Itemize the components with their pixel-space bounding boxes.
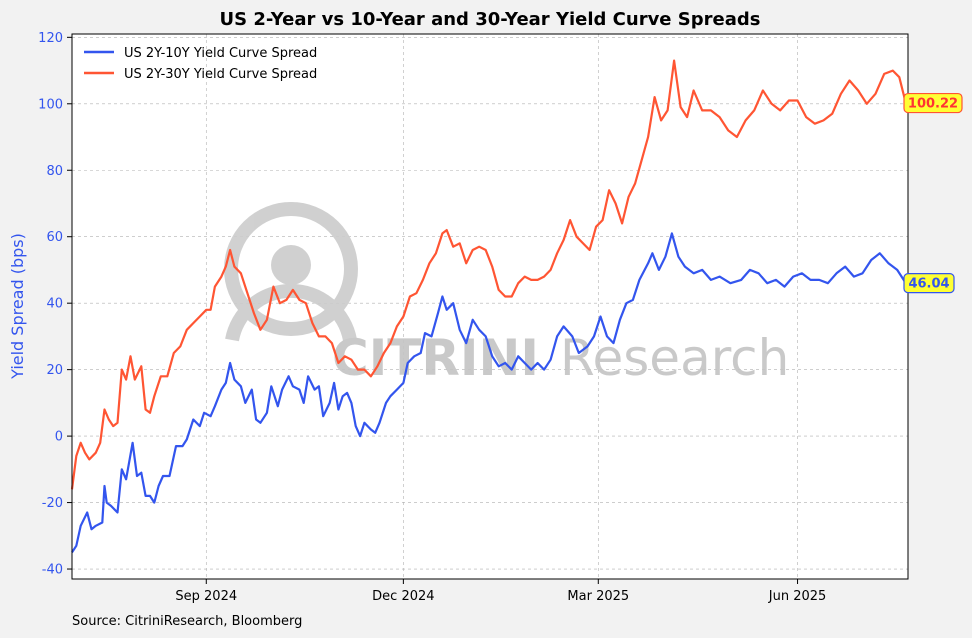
y-tick-label: 100: [38, 97, 63, 112]
grid: [72, 34, 908, 579]
legend: US 2Y-10Y Yield Curve Spread US 2Y-30Y Y…: [84, 46, 317, 82]
y-axis: -40 -20 0 20 40 60 80 100 120: [38, 31, 72, 578]
series-line-2y10y: [71, 232, 907, 554]
y-tick-label: 80: [46, 164, 63, 179]
watermark-brand-suffix: Research: [560, 329, 789, 387]
x-tick-label: Dec 2024: [372, 589, 434, 604]
plot-area: [72, 34, 908, 579]
watermark-brand: CITRINI: [332, 329, 539, 387]
x-tick-label: Sep 2024: [175, 589, 237, 604]
y-tick-label: -20: [42, 496, 63, 511]
y-tick-label: 120: [38, 31, 63, 46]
legend-label-2y10y: US 2Y-10Y Yield Curve Spread: [124, 46, 317, 61]
series-layer: [70, 59, 907, 554]
y-tick-label: 60: [46, 230, 63, 245]
series-line-2y30y: [70, 59, 907, 490]
y-tick-label: 0: [55, 430, 63, 445]
source-note: Source: CitriniResearch, Bloomberg: [72, 614, 302, 629]
y-tick-label: 40: [46, 297, 63, 312]
end-label-box-2y30y: [903, 92, 963, 114]
watermark-dot: [271, 245, 311, 285]
x-tick-label: Mar 2025: [567, 589, 629, 604]
watermark-ring-top: [224, 202, 358, 336]
y-tick-label: 20: [46, 363, 63, 378]
watermark: CITRINI Research: [224, 202, 789, 387]
y-axis-label: Yield Spread (bps): [8, 233, 27, 380]
end-label-2y10y: 46.04: [908, 277, 949, 292]
end-label-box-2y10y: [903, 273, 955, 294]
end-labels: 46.04 100.22: [903, 92, 963, 294]
legend-label-2y30y: US 2Y-30Y Yield Curve Spread: [124, 67, 317, 82]
end-label-2y30y: 100.22: [908, 97, 958, 112]
x-tick-label: Jun 2025: [768, 589, 827, 604]
plot-frame: [71, 33, 909, 580]
x-axis: Sep 2024 Dec 2024 Mar 2025 Jun 2025: [175, 579, 826, 604]
chart-title: US 2-Year vs 10-Year and 30-Year Yield C…: [220, 9, 761, 30]
y-tick-label: -40: [42, 563, 63, 578]
